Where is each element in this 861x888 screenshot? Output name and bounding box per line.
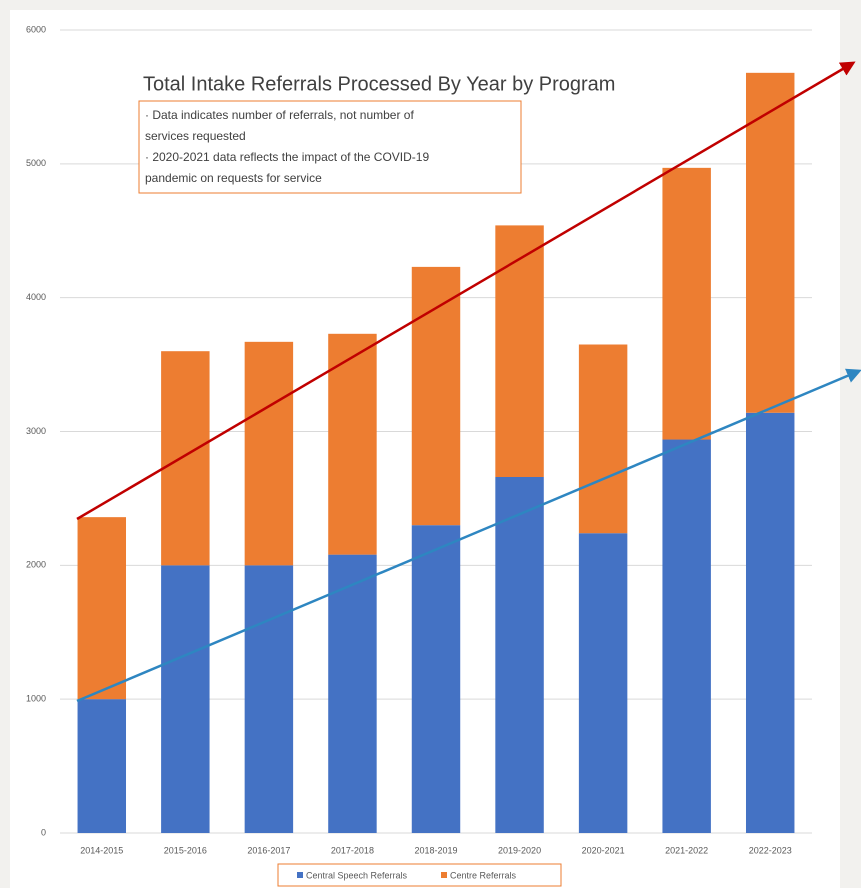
legend-label: Central Speech Referrals <box>306 870 408 880</box>
annotation-line: · 2020-2021 data reflects the impact of … <box>145 150 429 164</box>
plot: 0 1000 2000 3000 4000 5000 6000 2014-2015 2015-2… <box>26 24 812 855</box>
bar-segment <box>244 341 294 566</box>
x-tick-label: 2021-2022 <box>665 845 708 855</box>
bar-segment <box>578 344 628 534</box>
bar-segment <box>77 699 127 833</box>
y-tick-label: 2000 <box>26 560 46 570</box>
x-tick-label: 2016-2017 <box>247 845 290 855</box>
bar-segment <box>161 565 210 833</box>
y-tick-label: 6000 <box>26 24 46 34</box>
bar-segment <box>411 525 461 833</box>
bar-segment <box>495 477 544 833</box>
legend <box>277 863 562 887</box>
x-tick-label: 2017-2018 <box>331 845 374 855</box>
x-tick-label: 2019-2020 <box>498 845 541 855</box>
y-tick-label: 0 <box>41 827 46 837</box>
legend-swatch <box>441 872 447 878</box>
bar-segment <box>495 225 544 478</box>
legend-label: Centre Referrals <box>450 870 517 880</box>
x-tick-label: 2018-2019 <box>414 845 457 855</box>
y-tick-label: 3000 <box>26 426 46 436</box>
bar-segment <box>411 266 461 526</box>
bar-segment <box>662 439 711 833</box>
annotation-line: services requested <box>145 129 246 143</box>
x-tick-label: 2014-2015 <box>80 845 123 855</box>
bar-segment <box>244 565 294 833</box>
y-tick-label: 5000 <box>26 158 46 168</box>
chart-title: Total Intake Referrals Processed By Year… <box>143 73 615 95</box>
x-tick-label: 2020-2021 <box>582 845 625 855</box>
annotation-line: · Data indicates number of referrals, no… <box>145 108 414 122</box>
bar-segment <box>328 554 377 833</box>
bar-segment <box>77 517 127 700</box>
trend-arrow <box>76 61 856 521</box>
x-tick-label: 2022-2023 <box>749 845 792 855</box>
legend-swatch <box>297 872 303 878</box>
bar-segment <box>662 167 711 440</box>
bar-segment <box>745 72 795 413</box>
y-tick-label: 1000 <box>26 694 46 704</box>
trend-arrow <box>76 368 861 703</box>
legend-entries: Central Speech Referrals Centre Referrals <box>297 870 517 880</box>
x-tick-label: 2015-2016 <box>164 845 207 855</box>
annotations: · Data indicates number of referrals, no… <box>145 108 429 185</box>
bar-segment <box>578 533 628 833</box>
bar-segment <box>328 333 377 555</box>
bar-segment <box>745 412 795 833</box>
annotation-box <box>138 100 522 194</box>
annotation-line: pandemic on requests for service <box>145 171 322 185</box>
bar-segment <box>161 351 210 566</box>
y-tick-label: 4000 <box>26 292 46 302</box>
